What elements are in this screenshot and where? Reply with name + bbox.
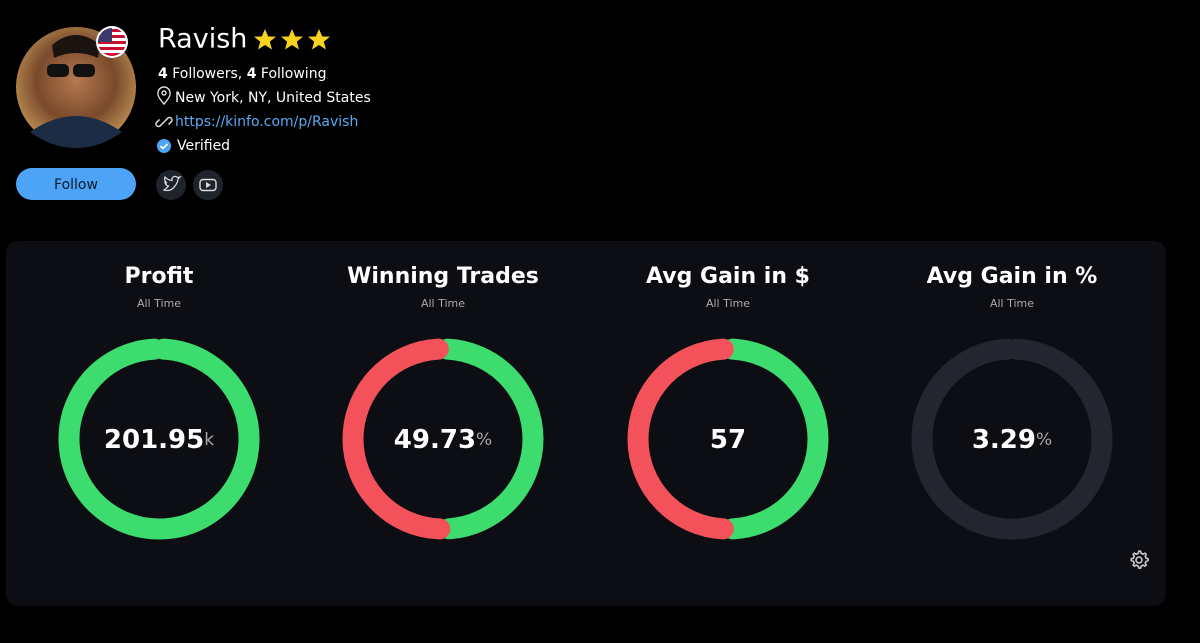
stat-unit: % (1036, 430, 1052, 450)
stat-title: Avg Gain in % (927, 264, 1098, 289)
stat-title: Avg Gain in $ (646, 264, 810, 289)
donut-segment (58, 338, 260, 540)
stats: Profit All Time 201.95k Winning Trades All T… (58, 264, 1113, 540)
twitter-button[interactable] (156, 170, 186, 200)
stat-value: 3.29 (972, 425, 1036, 455)
stat-value: 57 (710, 425, 746, 455)
donut-segment (722, 338, 829, 540)
flag (96, 26, 128, 58)
stat-value-group: 57 (710, 425, 746, 455)
stat-unit: k (204, 430, 214, 450)
verified: Verified (177, 138, 230, 154)
stat-value-group: 49.73% (394, 425, 492, 455)
stat-value-group: 201.95k (104, 425, 214, 455)
followers-text: Followers, (172, 66, 242, 82)
following-count: 4 (247, 66, 257, 82)
stats-card (6, 241, 1166, 606)
youtube-button[interactable] (193, 170, 223, 200)
location: New York, NY, United States (175, 90, 371, 106)
stat-period: All Time (421, 297, 465, 310)
profile-name: Ravish (158, 24, 247, 55)
stat-value-group: 3.29% (972, 425, 1052, 455)
follow-counts: 4 Followers, 4 Following (158, 66, 326, 82)
stat-title: Profit (125, 264, 194, 289)
verified-icon (157, 139, 171, 153)
settings-button[interactable] (1130, 550, 1149, 569)
location-icon (157, 86, 171, 106)
link-icon (155, 116, 173, 128)
donut-segment (911, 338, 1113, 540)
following-text: Following (261, 66, 327, 82)
stat-value: 201.95 (104, 425, 204, 455)
follow-button[interactable] (16, 168, 136, 200)
donut-segment (627, 338, 734, 540)
rating-stars (254, 29, 330, 50)
followers-count: 4 (158, 66, 168, 82)
donut-segment (342, 338, 451, 540)
avatar[interactable] (16, 27, 136, 148)
stat-period: All Time (706, 297, 750, 310)
profile-link[interactable]: https://kinfo.com/p/Ravish (175, 114, 358, 130)
stat-title: Winning Trades (347, 264, 539, 289)
stat-period: All Time (990, 297, 1034, 310)
follow-button-label[interactable]: Follow (54, 177, 98, 193)
donut-segment (437, 338, 544, 540)
stat-value: 49.73 (394, 425, 476, 455)
stat-period: All Time (137, 297, 181, 310)
stat-unit: % (476, 430, 492, 450)
